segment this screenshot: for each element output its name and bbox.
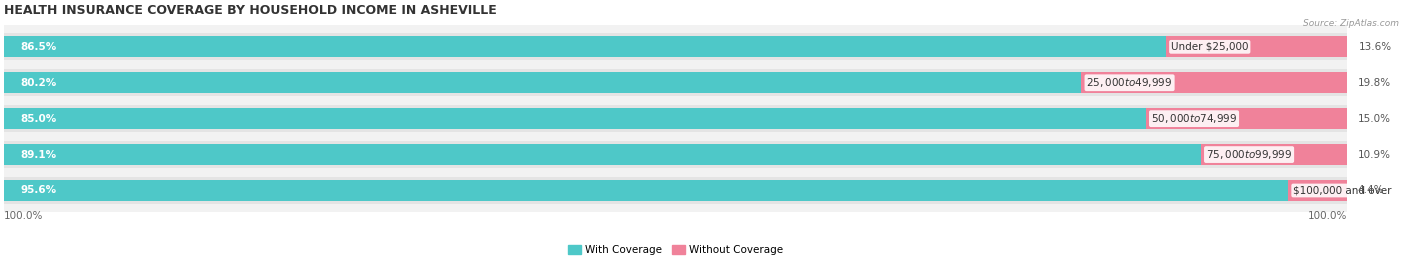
Text: 85.0%: 85.0% [20, 114, 56, 124]
Text: $75,000 to $99,999: $75,000 to $99,999 [1206, 148, 1292, 161]
Text: 89.1%: 89.1% [20, 150, 56, 160]
Bar [1288, 180, 1347, 201]
Text: 100.0%: 100.0% [1308, 211, 1347, 221]
Text: 95.6%: 95.6% [20, 186, 56, 196]
Text: 10.9%: 10.9% [1358, 150, 1391, 160]
Text: 13.6%: 13.6% [1360, 42, 1392, 52]
Text: 100.0%: 100.0% [4, 211, 44, 221]
Text: Source: ZipAtlas.com: Source: ZipAtlas.com [1303, 19, 1399, 28]
Bar [4, 144, 1201, 165]
Bar [4, 177, 1347, 204]
Text: HEALTH INSURANCE COVERAGE BY HOUSEHOLD INCOME IN ASHEVILLE: HEALTH INSURANCE COVERAGE BY HOUSEHOLD I… [4, 4, 496, 17]
Text: 80.2%: 80.2% [20, 78, 56, 88]
Bar [1166, 36, 1348, 57]
Bar [4, 33, 1347, 61]
Text: 86.5%: 86.5% [20, 42, 56, 52]
Bar [1081, 72, 1347, 93]
Bar [4, 108, 1146, 129]
Text: 4.4%: 4.4% [1358, 186, 1384, 196]
Bar [4, 72, 1081, 93]
Text: 19.8%: 19.8% [1358, 78, 1391, 88]
Bar [4, 105, 1347, 132]
Text: Under $25,000: Under $25,000 [1171, 42, 1249, 52]
Text: $100,000 and over: $100,000 and over [1294, 186, 1392, 196]
Text: $50,000 to $74,999: $50,000 to $74,999 [1152, 112, 1237, 125]
Legend: With Coverage, Without Coverage: With Coverage, Without Coverage [564, 241, 787, 259]
Bar [4, 36, 1166, 57]
Bar [4, 69, 1347, 96]
Bar [1201, 144, 1347, 165]
Bar [4, 180, 1288, 201]
Text: $25,000 to $49,999: $25,000 to $49,999 [1087, 76, 1173, 89]
Bar [1146, 108, 1347, 129]
Text: 15.0%: 15.0% [1358, 114, 1391, 124]
Bar [4, 141, 1347, 168]
